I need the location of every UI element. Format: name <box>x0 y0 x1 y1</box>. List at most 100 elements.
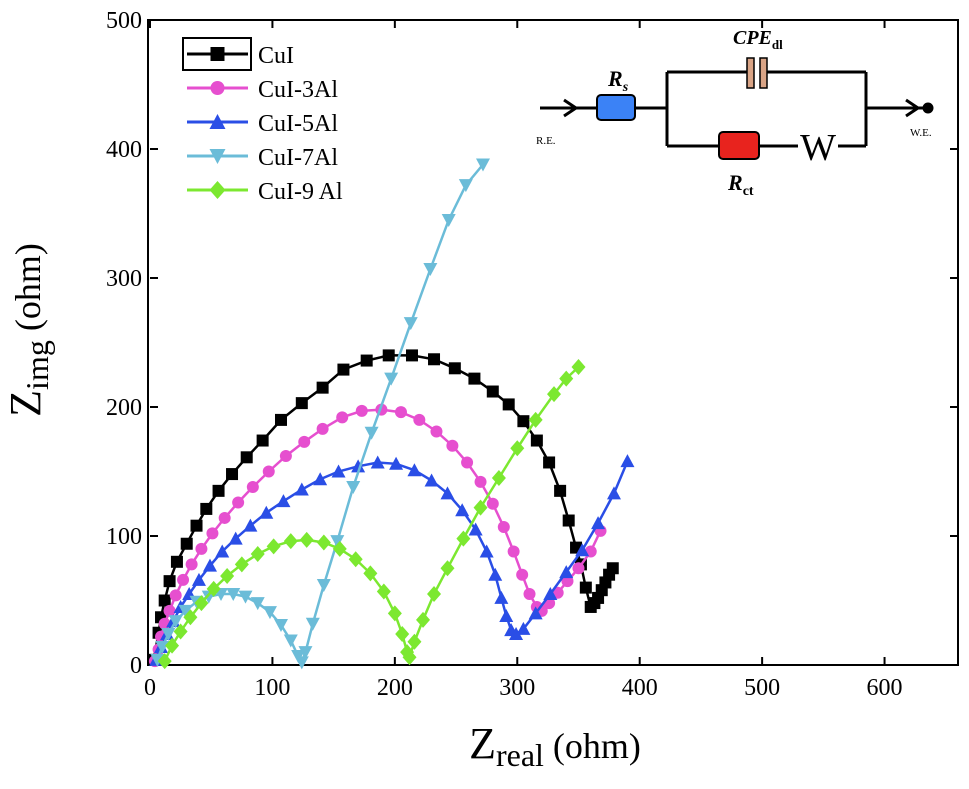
data-point <box>169 589 182 602</box>
legend: CuI CuI-3Al CuI-5Al CuI-7Al CuI-9 Al <box>182 37 343 205</box>
data-point <box>370 455 385 469</box>
data-point <box>190 519 203 532</box>
data-point <box>479 544 494 558</box>
data-point <box>183 609 198 626</box>
data-point <box>486 497 499 510</box>
legend-item: CuI-5Al <box>187 111 338 137</box>
data-point <box>543 587 558 601</box>
data-point <box>488 567 503 581</box>
data-point <box>273 619 288 633</box>
data-point <box>559 370 574 387</box>
data-point <box>234 556 249 573</box>
data-point <box>168 615 183 629</box>
legend-label: CuI-5Al <box>258 111 338 137</box>
data-point <box>516 568 529 581</box>
data-point <box>330 535 345 549</box>
rs-resistor <box>596 94 636 121</box>
data-point <box>332 540 347 557</box>
data-point <box>510 440 525 457</box>
axis-ticks: 0 100 200 300 400 500 600 0 100 200 300 400 500 <box>106 8 958 701</box>
data-point <box>250 597 265 611</box>
data-point <box>407 633 422 650</box>
cpe-plate-1 <box>746 57 755 89</box>
data-point <box>246 480 259 493</box>
data-point <box>191 572 206 586</box>
data-point <box>316 534 331 551</box>
plot-area-border <box>147 19 959 666</box>
data-point <box>461 456 474 469</box>
data-point <box>571 359 586 376</box>
data-point <box>384 372 399 386</box>
data-point <box>427 586 442 603</box>
legend-label: CuI-3Al <box>258 77 338 103</box>
data-point <box>507 545 520 558</box>
rct-label: Rct <box>727 170 754 199</box>
series-cui-9-al <box>157 359 586 670</box>
data-point <box>262 606 277 620</box>
x-axis-title: Zreal (ohm) <box>469 719 641 773</box>
cpe-plate-2 <box>759 57 768 89</box>
legend-marker <box>210 47 225 61</box>
data-point <box>413 413 426 426</box>
data-point <box>475 158 490 172</box>
data-point <box>446 439 459 452</box>
series-cui-5al <box>149 454 635 666</box>
data-point <box>299 531 314 548</box>
data-point <box>202 558 217 572</box>
data-point <box>486 385 499 398</box>
data-point <box>448 362 461 375</box>
cpe-label: CPEdl <box>733 27 783 52</box>
data-point <box>606 562 619 575</box>
legend-marker <box>209 181 226 199</box>
data-point <box>402 649 417 666</box>
data-point <box>497 520 510 533</box>
data-point <box>575 543 590 557</box>
data-point <box>150 653 165 667</box>
data-point <box>250 546 265 563</box>
data-point <box>428 353 441 366</box>
rs-label-sub: s <box>622 80 629 95</box>
data-point <box>259 505 274 519</box>
data-point <box>220 567 235 584</box>
cpe-label-sub: dl <box>772 37 783 52</box>
data-point <box>228 531 243 545</box>
rs-label-main: R <box>607 66 623 91</box>
data-point <box>238 590 253 604</box>
legend-item: CuI-3Al <box>187 77 338 103</box>
data-point <box>185 558 198 571</box>
data-point <box>276 494 291 508</box>
data-point <box>355 404 368 417</box>
data-point <box>256 434 269 447</box>
data-point <box>346 480 361 494</box>
data-point <box>606 486 621 500</box>
data-point <box>423 262 438 276</box>
data-point <box>561 575 574 588</box>
data-point <box>382 349 395 362</box>
data-point <box>283 533 298 550</box>
legend-marker <box>209 114 226 129</box>
legend-item: CuI <box>187 43 294 69</box>
data-point <box>163 604 176 617</box>
legend-label: CuI-9 Al <box>258 179 343 205</box>
data-point <box>316 381 329 394</box>
data-point <box>473 499 488 516</box>
data-point <box>407 463 422 477</box>
data-point <box>194 595 209 612</box>
data-point <box>468 372 481 385</box>
rs-label: Rs <box>607 66 629 95</box>
data-point <box>313 472 328 486</box>
legend-marker <box>210 81 225 95</box>
rct-label-sub: ct <box>743 184 754 199</box>
series-line <box>153 408 602 662</box>
data-point <box>226 588 241 602</box>
data-point <box>232 496 245 509</box>
rct-label-main: R <box>727 170 743 195</box>
data-point <box>458 179 473 193</box>
data-point <box>218 511 231 524</box>
cpe-label-main: CPE <box>733 27 772 49</box>
data-point <box>405 349 418 362</box>
data-point <box>177 573 190 586</box>
data-point <box>579 581 592 594</box>
data-point <box>295 397 308 410</box>
